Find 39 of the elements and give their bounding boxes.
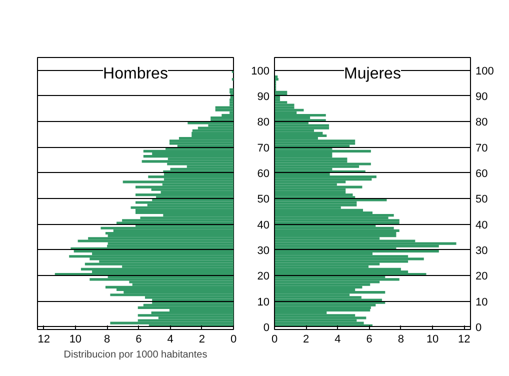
x-tick-label: 0 [271, 334, 278, 346]
y2-tick-label: 90 [476, 90, 488, 103]
y-tick-label: 0 [263, 322, 270, 334]
x-tick-label: 2 [303, 334, 310, 346]
y-tick-label: 80 [257, 116, 270, 129]
x-tick-label: 8 [104, 334, 110, 346]
text: Mujeres [344, 66, 401, 82]
y-tick-label: 90 [257, 90, 270, 103]
y-tick-label: 30 [257, 244, 270, 257]
y2-tick-label: 80 [476, 116, 488, 129]
y-tick-label: 40 [257, 219, 270, 232]
y2-tick-label: 70 [476, 142, 488, 154]
x-tick-label: 12 [38, 334, 50, 346]
x-tick-label: 2 [198, 334, 205, 346]
x-tick-label: 10 [69, 334, 82, 346]
y-tick-label: 10 [257, 296, 270, 308]
text: Hombres [103, 66, 168, 82]
y2-tick-label: 100 [476, 65, 494, 78]
y-tick-label: 20 [257, 270, 270, 283]
y-tick-label: 100 [251, 65, 270, 78]
x-tick-label: 6 [136, 334, 142, 346]
x-tick-label: 0 [230, 334, 237, 346]
y2-tick-label: 30 [476, 244, 488, 257]
y-tick-label: 50 [257, 194, 270, 206]
y2-tick-label: 40 [476, 219, 488, 232]
x-tick-label: 6 [366, 334, 372, 346]
y-tick-label: 60 [257, 168, 270, 180]
x-tick-label: 12 [458, 334, 470, 346]
x-tick-label: 4 [334, 334, 341, 346]
y2-tick-label: 60 [476, 168, 488, 180]
y2-tick-label: 10 [476, 296, 488, 308]
x-tick-label: 4 [167, 334, 174, 346]
x-tick-label: 10 [426, 334, 439, 346]
x-tick-label: 8 [398, 334, 404, 346]
x-axis-title: Distribucion por 1000 habitantes [64, 350, 208, 360]
y-tick-label: 70 [257, 142, 270, 154]
y2-tick-label: 0 [476, 322, 482, 334]
y2-tick-label: 20 [476, 270, 488, 283]
y2-tick-label: 50 [476, 194, 488, 206]
